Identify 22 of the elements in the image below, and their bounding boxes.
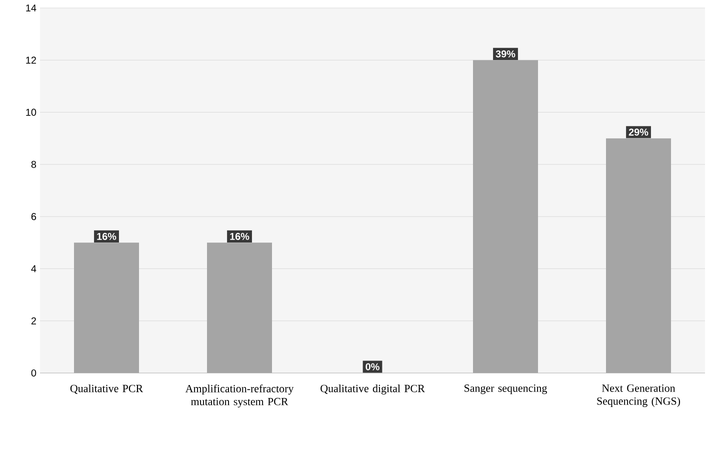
x-tick-label: Qualitative digital PCR (320, 384, 425, 394)
y-tick-label: 6 (31, 213, 36, 220)
annotation: 16% (97, 232, 116, 240)
y-tick-label: 14 (26, 4, 36, 12)
x-tick-label: Qualitative PCR (70, 384, 144, 394)
bar (74, 242, 139, 373)
x-tick-label: Next Generation Sequencing (NGS) (597, 384, 680, 408)
y-tick-label: 0 (31, 369, 36, 377)
y-tick-label: 4 (31, 265, 36, 272)
annotation: 39% (496, 50, 516, 58)
x-tick-label: Sanger sequencing (464, 384, 547, 394)
annotation: 29% (628, 128, 648, 136)
y-tick-label: 10 (26, 108, 36, 116)
annotation: 0% (366, 363, 380, 370)
y-tick-label: 8 (31, 160, 36, 168)
x-tick-label: Amplification-refractory mutation system PCR (185, 384, 294, 408)
y-tick-label: 12 (26, 56, 36, 64)
bar (473, 60, 538, 373)
y-tick-label: 2 (31, 317, 36, 324)
bar (606, 138, 672, 373)
bar (207, 242, 272, 373)
annotation: 16% (230, 232, 250, 240)
